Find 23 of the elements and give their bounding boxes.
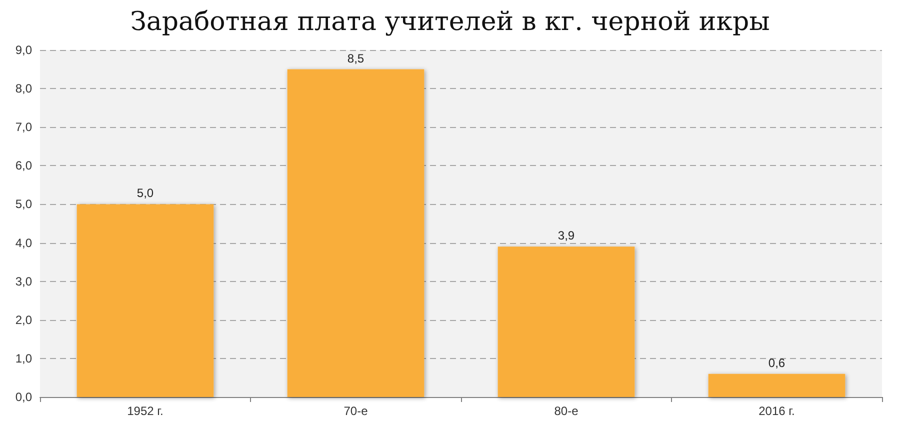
chart-title: Заработная плата учителей в кг. черной икры <box>130 7 770 37</box>
data-label: 5,0 <box>136 186 154 200</box>
y-tick-label: 6,0 <box>15 158 32 173</box>
y-tick-label: 0,0 <box>15 390 32 404</box>
bar <box>287 69 424 397</box>
x-tick-label: 70-е <box>344 404 368 418</box>
y-tick-label: 8,0 <box>15 82 32 96</box>
x-tick-label: 1952 г. <box>127 404 164 418</box>
bar <box>498 246 635 397</box>
y-tick-label: 1,0 <box>15 351 32 366</box>
y-tick-label: 4,0 <box>15 236 32 250</box>
bar <box>708 374 846 397</box>
y-tick-label: 7,0 <box>15 120 32 134</box>
data-label: 0,6 <box>768 356 786 370</box>
data-label: 3,9 <box>558 228 575 243</box>
data-label: 8,5 <box>347 51 364 66</box>
y-tick-label: 9,0 <box>15 43 32 57</box>
bar <box>76 204 214 397</box>
y-tick-label: 3,0 <box>15 274 32 288</box>
y-tick-label: 2,0 <box>15 312 32 327</box>
x-tick-label: 2016 г. <box>758 404 795 418</box>
x-tick-label: 80-е <box>554 404 579 418</box>
y-tick-label: 5,0 <box>15 197 32 212</box>
